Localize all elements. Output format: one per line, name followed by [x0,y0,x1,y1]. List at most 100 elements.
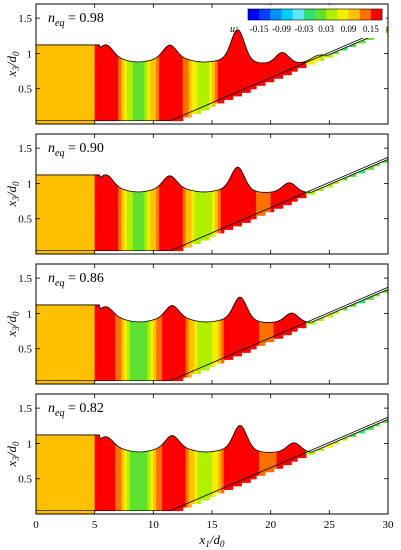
field-cell [126,236,131,241]
field-cell [132,162,137,167]
field-cell [141,222,146,227]
field-cell [173,197,178,202]
field-cell [71,186,75,192]
field-cell [188,159,193,163]
field-cell [156,67,160,72]
field-cell [47,204,52,209]
field-cell [77,243,81,248]
field-cell [170,67,175,72]
field-cell [261,53,266,58]
field-cell [135,95,140,100]
field-cell [121,95,125,100]
field-cell [217,29,222,33]
field-cell [217,53,222,58]
field-cell [138,197,143,202]
field-cell [68,85,72,90]
field-cell [294,46,298,51]
field-cell [168,46,172,51]
field-cell [62,179,66,185]
field-cell [220,71,225,76]
field-cell [59,106,63,111]
field-cell [176,71,181,76]
field-cell [47,67,52,72]
field-cell [80,71,84,76]
field-cell [97,74,102,79]
field-cell [82,88,87,93]
field-cell [109,215,113,220]
field-cell [203,71,207,76]
field-cell [217,197,222,202]
field-cell [220,29,225,33]
field-cell [38,74,43,79]
field-cell [85,176,90,181]
field-cell [197,145,201,149]
field-cell [130,152,134,156]
field-cell [159,113,163,118]
field-cell [159,186,163,192]
field-cell [97,67,102,72]
field-cell [253,71,257,76]
field-cell [238,35,242,40]
field-cell [97,102,102,107]
field-cell [170,246,175,252]
field-cell [41,109,46,115]
field-cell [168,11,172,15]
field-cell [65,250,69,254]
field-cell [168,190,172,195]
field-cell [209,99,213,104]
field-cell [173,29,178,33]
field-cell [186,148,190,152]
field-cell [212,15,216,19]
field-cell [191,67,195,72]
field-cell [156,194,160,199]
field-cell [97,81,102,86]
field-cell [53,95,58,100]
field-cell [200,155,204,159]
field-cell [65,74,69,79]
field-cell [165,183,169,188]
field-cell [326,46,330,51]
field-cell [235,152,239,156]
field-cell [36,29,40,33]
field-cell [209,215,213,220]
field-cell [103,148,107,152]
field-cell [191,95,195,100]
field-cell [36,109,40,115]
field-cell [36,208,40,213]
field-cell [77,113,81,118]
field-cell [100,162,105,167]
field-cell [223,81,228,86]
field-cell [183,148,187,152]
field-cell [36,67,40,72]
field-cell [80,88,84,93]
field-cell [177,145,181,149]
field-cell [80,225,84,230]
field-cell [171,141,175,145]
field-cell [200,236,204,241]
field-cell [80,190,84,195]
field-cell [300,46,304,51]
field-cell [212,165,216,170]
field-cell [132,218,137,223]
field-cell [135,60,140,65]
field-cell [173,60,178,65]
field-cell [50,162,55,167]
field-cell [188,190,193,195]
field-cell [220,95,225,100]
field-cell [97,197,102,202]
field-cell [170,204,175,209]
field-cell [171,22,175,26]
field-cell [109,172,113,177]
field-cell [238,186,242,192]
field-cell [112,39,116,44]
field-cell [194,222,198,227]
field-cell [47,64,52,69]
field-cell [41,29,46,33]
field-cell [118,39,122,44]
field-cell [279,53,283,58]
field-cell [80,49,84,55]
field-cell [36,201,40,206]
field-cell [212,201,216,206]
field-cell [65,183,69,188]
field-cell [100,201,105,206]
